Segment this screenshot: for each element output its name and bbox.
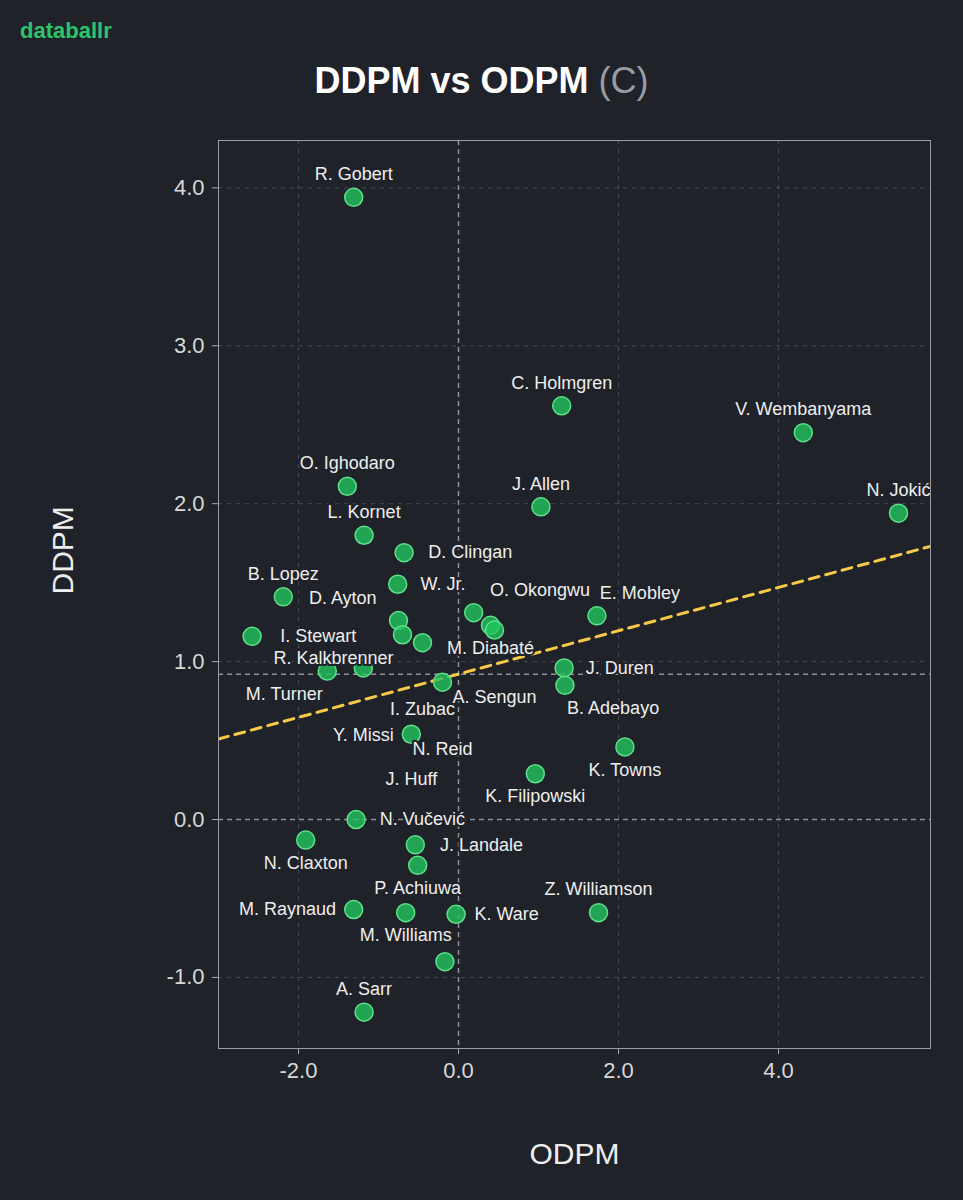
- svg-text:A. Sarr: A. Sarr: [336, 979, 392, 999]
- svg-text:N. Reid: N. Reid: [412, 739, 472, 759]
- svg-text:Y. Missi: Y. Missi: [333, 725, 394, 745]
- svg-text:2.0: 2.0: [603, 1058, 634, 1083]
- svg-text:A. Sengun: A. Sengun: [452, 687, 536, 707]
- svg-text:R. Kalkbrenner: R. Kalkbrenner: [273, 648, 393, 668]
- svg-text:4.0: 4.0: [174, 175, 205, 200]
- svg-text:E. Mobley: E. Mobley: [600, 583, 680, 603]
- svg-text:DDPM: DDPM: [46, 506, 79, 594]
- svg-text:B. Adebayo: B. Adebayo: [567, 698, 659, 718]
- html-text:databallr: databallr: [20, 18, 112, 43]
- svg-text:V. Wembanyama: V. Wembanyama: [735, 399, 872, 419]
- svg-text:K. Ware: K. Ware: [474, 904, 538, 924]
- svg-text:3.0: 3.0: [174, 333, 205, 358]
- svg-text:M. Williams: M. Williams: [360, 925, 452, 945]
- svg-text:J. Landale: J. Landale: [440, 835, 523, 855]
- svg-text:M. Raynaud: M. Raynaud: [239, 899, 336, 919]
- svg-text:I. Stewart: I. Stewart: [280, 626, 356, 646]
- svg-text:O. Okongwu: O. Okongwu: [490, 580, 590, 600]
- svg-text:N. Jokić: N. Jokić: [866, 480, 930, 500]
- svg-text:1.0: 1.0: [174, 649, 205, 674]
- svg-text:R. Gobert: R. Gobert: [315, 164, 393, 184]
- svg-text:D. Ayton: D. Ayton: [309, 588, 377, 608]
- svg-text:P. Achiuwa: P. Achiuwa: [374, 878, 462, 898]
- svg-text:D. Clingan: D. Clingan: [428, 542, 512, 562]
- svg-text:4.0: 4.0: [763, 1058, 794, 1083]
- html-text:DDPM vs ODPM (C): DDPM vs ODPM (C): [314, 60, 649, 101]
- svg-text:Z. Williamson: Z. Williamson: [544, 879, 652, 899]
- svg-text:M. Diabaté: M. Diabaté: [447, 638, 534, 658]
- svg-text:I. Zubac: I. Zubac: [390, 699, 455, 719]
- svg-text:ODPM: ODPM: [530, 1137, 620, 1170]
- svg-text:M. Turner: M. Turner: [246, 684, 323, 704]
- svg-text:J. Duren: J. Duren: [586, 658, 654, 678]
- svg-text:K. Filipowski: K. Filipowski: [485, 786, 585, 806]
- svg-text:B. Lopez: B. Lopez: [248, 564, 319, 584]
- svg-text:L. Kornet: L. Kornet: [328, 502, 401, 522]
- svg-text:J. Huff: J. Huff: [385, 769, 438, 789]
- svg-text:-1.0: -1.0: [167, 964, 205, 989]
- svg-text:-2.0: -2.0: [280, 1058, 318, 1083]
- svg-text:K. Towns: K. Towns: [589, 760, 662, 780]
- svg-text:0.0: 0.0: [443, 1058, 474, 1083]
- svg-text:J. Allen: J. Allen: [512, 474, 570, 494]
- svg-text:N. Vučević: N. Vučević: [380, 809, 465, 829]
- svg-text:2.0: 2.0: [174, 491, 205, 516]
- svg-text:C. Holmgren: C. Holmgren: [511, 373, 612, 393]
- svg-text:N. Claxton: N. Claxton: [264, 853, 348, 873]
- svg-text:0.0: 0.0: [174, 807, 205, 832]
- svg-text:O. Ighodaro: O. Ighodaro: [300, 453, 395, 473]
- svg-text:W. Jr.: W. Jr.: [421, 574, 466, 594]
